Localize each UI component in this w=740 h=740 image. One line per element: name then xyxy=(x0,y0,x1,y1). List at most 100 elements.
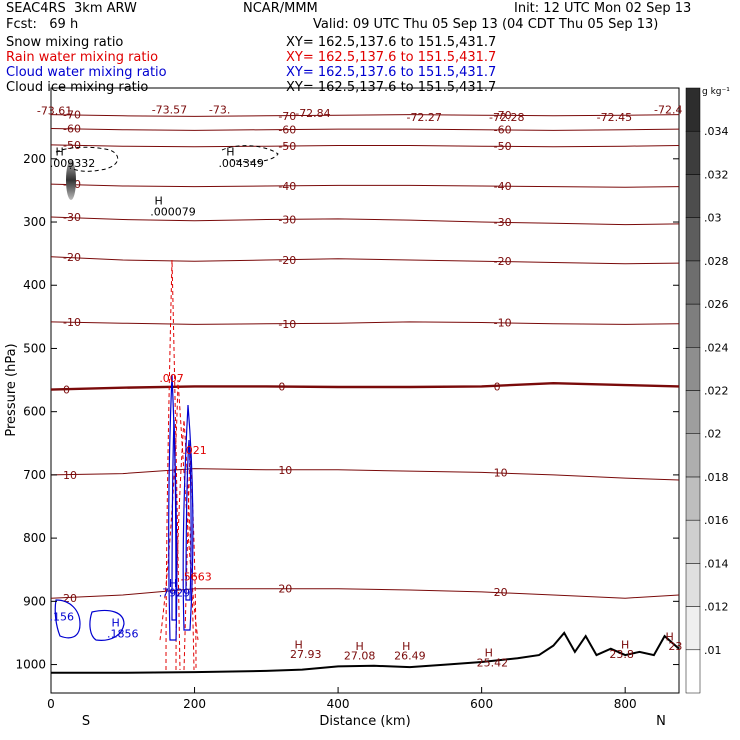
contour-annotation: -72.45 xyxy=(597,111,632,124)
contour-annotation: -72.27 xyxy=(406,111,441,124)
init-time: Init: 12 UTC Mon 02 Sep 13 xyxy=(514,1,692,16)
terrain-line xyxy=(51,631,680,674)
isotherm-lines: -70-70-70-60-60-60-50-50-50-40-40-40-30-… xyxy=(50,109,680,605)
isotherm-label: -70 xyxy=(63,109,81,122)
isotherm-label: -10 xyxy=(278,318,296,331)
contour-annotation: H xyxy=(226,146,234,159)
colorbar-swatch xyxy=(685,174,701,218)
colorbar-tick-label: .024 xyxy=(704,341,729,354)
cloud-water-contours xyxy=(54,374,194,641)
y-tick-label: 1000 xyxy=(15,658,46,672)
contour-annotation: -72.84 xyxy=(295,107,330,120)
end-label-right: N xyxy=(656,714,666,729)
plot-frame xyxy=(50,87,680,694)
colorbar-swatch xyxy=(685,606,701,651)
isotherm-line xyxy=(50,321,680,325)
isotherm-label: -70 xyxy=(494,109,512,122)
isotherm-label: -20 xyxy=(278,254,296,267)
isotherm-label: 0 xyxy=(278,380,285,393)
colorbar-unit: g kg⁻¹ xyxy=(702,87,730,97)
colorbar: .01 .012 .014 .016 .018 .02 .022 .024 .026 .028 .0… xyxy=(685,87,730,694)
isotherm-label: -60 xyxy=(494,124,512,137)
colorbar-swatch xyxy=(685,649,701,694)
isotherm-label: -30 xyxy=(278,213,296,226)
x-tick-label: 800 xyxy=(614,697,637,711)
y-tick-label: 600 xyxy=(23,405,46,419)
isotherm-label: -50 xyxy=(63,139,81,152)
colorbar-tick-label: .03 xyxy=(704,212,722,225)
contour-annotation: H xyxy=(169,577,177,590)
snow-shading-blob xyxy=(66,160,76,200)
isotherm-line xyxy=(50,216,680,226)
contour-annotation: H xyxy=(155,194,163,207)
isotherm-label: -10 xyxy=(494,317,512,330)
contour-annotation: .004349 xyxy=(218,157,264,170)
colorbar-swatch xyxy=(685,563,701,607)
field-xy-snow: XY= 162.5,137.6 to 151.5,431.7 xyxy=(286,35,497,50)
isotherm-label: -40 xyxy=(494,180,512,193)
contour-annotation: 25.42 xyxy=(477,656,509,669)
y-tick-label: 400 xyxy=(23,278,46,292)
contour-annotation: -72.4 xyxy=(654,103,682,116)
colorbar-swatch xyxy=(685,476,701,521)
colorbar-swatch xyxy=(685,260,701,305)
isotherm-line xyxy=(50,114,680,117)
field-name-cloud-water: Cloud water mixing ratio xyxy=(6,65,167,80)
colorbar-tick-label: .02 xyxy=(704,428,722,441)
contour-annotation: -73.57 xyxy=(152,103,187,116)
isotherm-label: -70 xyxy=(278,110,296,123)
colorbar-tick-label: .032 xyxy=(704,168,729,181)
contour-annotation: H xyxy=(621,639,629,652)
contour-annotation: 23.8 xyxy=(609,648,634,661)
isotherm-label: -20 xyxy=(494,255,512,268)
contour-annotation: .007 xyxy=(159,372,184,385)
colorbar-swatch xyxy=(685,347,701,391)
contour-annotation: .7929 xyxy=(159,586,191,599)
ice-contour-mid xyxy=(221,145,279,163)
organization: NCAR/MMM xyxy=(243,1,318,16)
y-tick-label: 200 xyxy=(23,152,46,166)
y-tick-label: 900 xyxy=(23,594,46,608)
contour-annotation: H xyxy=(294,639,302,652)
isotherm-label: 20 xyxy=(494,586,508,599)
plot-area: -70-70-70-60-60-60-50-50-50-40-40-40-30-… xyxy=(15,87,730,711)
isotherm-line xyxy=(50,381,680,391)
contour-annotation: .5663 xyxy=(180,570,212,583)
contour-annotation: 27.08 xyxy=(344,649,376,662)
isotherm-label: -60 xyxy=(278,124,296,137)
valid-time: Valid: 09 UTC Thu 05 Sep 13 (04 CDT Thu … xyxy=(313,17,659,32)
annotations: -73.61 -73.57 -73. -72.84 -72.27 -72.28 -72.45… xyxy=(37,103,683,669)
colorbar-tick-label: .026 xyxy=(704,298,729,311)
field-xy-cloud-water: XY= 162.5,137.6 to 151.5,431.7 xyxy=(286,65,497,80)
contour-annotation: 26.49 xyxy=(394,649,426,662)
isotherm-label: 20 xyxy=(278,583,292,596)
contour-annotation: .1856 xyxy=(107,627,139,640)
colorbar-swatch xyxy=(685,519,701,564)
isotherm-label: -30 xyxy=(63,211,81,224)
isotherm-label: -40 xyxy=(278,180,296,193)
isotherm-line xyxy=(50,256,680,265)
colorbar-tick-label: .01 xyxy=(704,644,722,657)
colorbar-tick-label: .012 xyxy=(704,601,729,614)
isotherm-label: -20 xyxy=(63,251,81,264)
isotherm-label: -50 xyxy=(494,140,512,153)
contour-annotation: .009332 xyxy=(50,157,96,170)
contour-annotation: H xyxy=(111,617,119,630)
isotherm-label: -60 xyxy=(63,122,81,135)
y-tick-label: 300 xyxy=(23,215,46,229)
contour-annotation: .021 xyxy=(182,444,207,457)
colorbar-swatch xyxy=(685,217,701,262)
y-tick-label: 500 xyxy=(23,341,46,355)
contour-annotation: -73.61 xyxy=(37,105,72,118)
isotherm-label: -30 xyxy=(494,216,512,229)
isotherm-label: 0 xyxy=(63,384,70,397)
field-name-rain: Rain water mixing ratio xyxy=(6,50,159,65)
colorbar-tick-label: .016 xyxy=(704,514,729,527)
contour-annotation: 23 xyxy=(668,640,682,653)
contour-annotation: -72.28 xyxy=(489,111,524,124)
contour-annotation: .000079 xyxy=(150,206,196,219)
colorbar-swatch xyxy=(685,87,701,132)
colorbar-swatch xyxy=(685,390,701,434)
colorbar-tick-label: .034 xyxy=(704,125,729,138)
